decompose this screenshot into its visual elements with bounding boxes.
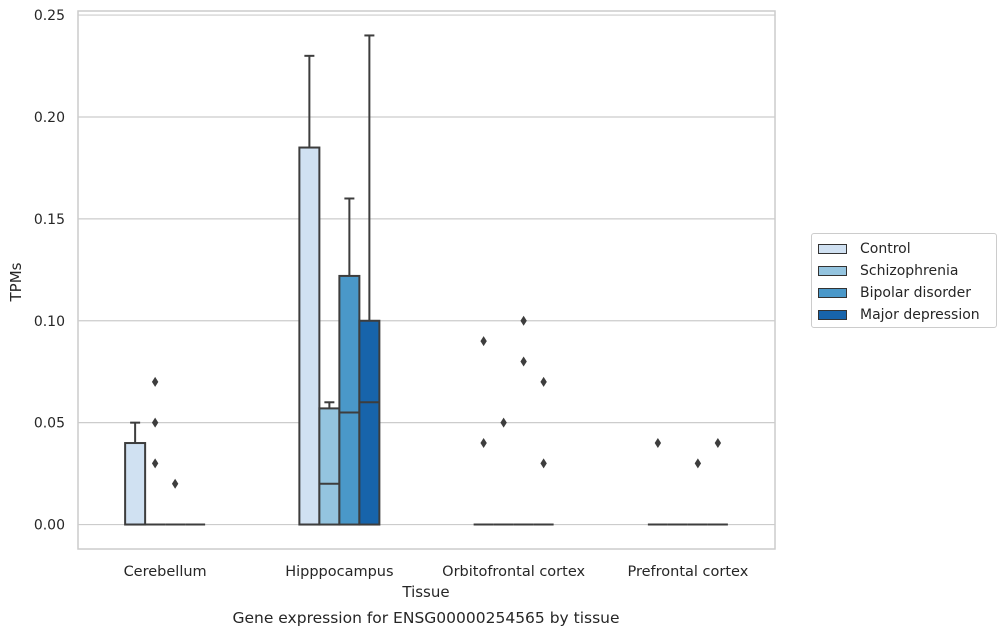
box-major-depression: [707, 438, 728, 526]
outlier-marker: [480, 438, 487, 449]
x-tick-label: Hipppocampus: [285, 564, 393, 580]
box-control: [124, 421, 147, 526]
x-tick-label: Orbitofrontal cortex: [442, 564, 585, 580]
box-schizophrenia: [318, 401, 341, 526]
legend-label: Bipolar disorder: [860, 285, 972, 301]
x-axis-ticks: Cerebellum Hipppocampus Orbitofrontal cort…: [124, 564, 749, 580]
box-bipolar-disorder: [513, 315, 534, 526]
legend-label: Major depression: [860, 307, 980, 323]
outlier-marker: [540, 376, 547, 387]
y-tick-label: 0.15: [34, 212, 65, 228]
outlier-marker: [151, 458, 159, 469]
box-major-depression: [358, 34, 381, 526]
outlier-marker: [151, 376, 159, 387]
box-schizophrenia: [145, 376, 166, 526]
outlier-marker: [151, 417, 159, 428]
legend-item: Bipolar disorder: [818, 282, 996, 304]
box-control: [298, 54, 321, 526]
x-tick-label: Prefrontal cortex: [627, 564, 748, 580]
box: [124, 442, 147, 526]
legend-label: Schizophrenia: [860, 263, 959, 279]
box: [298, 146, 321, 526]
box-bipolar-disorder: [338, 197, 361, 526]
gridlines: [78, 14, 775, 526]
plot-area: [77, 10, 776, 550]
legend-swatch: [818, 266, 847, 276]
x-axis-label: Tissue: [401, 583, 449, 601]
legend-item: Control: [818, 238, 996, 260]
legend: Control Schizophrenia Bipolar disorder Majo…: [811, 233, 997, 328]
y-tick-label: 0.05: [34, 416, 65, 432]
legend-swatch: [818, 310, 847, 320]
legend-item: Schizophrenia: [818, 260, 996, 282]
box-control: [473, 336, 494, 526]
boxes-layer: [124, 34, 728, 526]
box-major-depression: [533, 376, 554, 526]
box: [338, 274, 361, 526]
outlier-marker: [694, 458, 702, 469]
outlier-marker: [480, 336, 487, 347]
y-axis-ticks: 0.00 0.05 0.10 0.15 0.20 0.25: [34, 8, 65, 533]
outlier-marker: [171, 478, 179, 489]
legend-swatch: [818, 288, 847, 298]
y-tick-label: 0.10: [34, 314, 65, 330]
box: [358, 319, 381, 526]
y-axis-label: TPMs: [7, 262, 25, 302]
outlier-marker: [500, 417, 507, 428]
legend-label: Control: [860, 241, 911, 257]
box-control: [647, 438, 668, 526]
box-schizophrenia: [493, 417, 514, 526]
box-bipolar-disorder: [687, 458, 708, 526]
box: [318, 407, 341, 526]
outlier-marker: [520, 356, 527, 367]
outlier-marker: [714, 438, 722, 449]
legend-swatch: [818, 244, 847, 254]
outlier-marker: [654, 438, 662, 449]
x-tick-label: Cerebellum: [124, 564, 207, 580]
chart-title: Gene expression for ENSG00000254565 by t…: [232, 609, 619, 627]
legend-item: Major depression: [818, 304, 996, 326]
outlier-marker: [540, 458, 547, 469]
outlier-marker: [520, 315, 527, 326]
y-tick-label: 0.00: [34, 518, 65, 534]
y-tick-label: 0.25: [34, 8, 65, 24]
box-bipolar-disorder: [165, 478, 186, 526]
y-tick-label: 0.20: [34, 110, 65, 126]
